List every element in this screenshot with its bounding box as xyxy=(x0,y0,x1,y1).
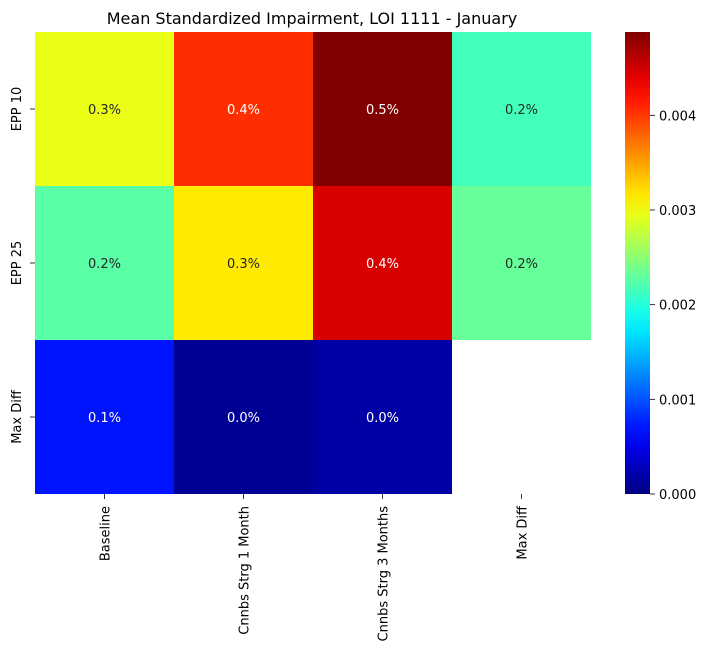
heatmap-cell-max-diff-cnnbs-strg-1-month xyxy=(174,340,313,494)
colorbar-tick-label: 0.002 xyxy=(659,299,696,314)
colorbar-ticks: 0.000 0.001 0.002 0.003 0.004 xyxy=(650,109,696,503)
cell-annotation: 0.2% xyxy=(505,257,538,272)
colorbar-tick-label: 0.000 xyxy=(659,488,696,503)
y-tick-label: EPP 25 xyxy=(10,241,25,286)
cell-annotation: 0.1% xyxy=(88,411,121,426)
cell-annotation: 0.2% xyxy=(505,103,538,118)
heatmap-cell-epp-10-baseline xyxy=(35,32,174,186)
x-tick-label: Max Diff xyxy=(516,505,531,560)
heatmap-cell-epp-25-cnnbs-strg-1-month xyxy=(174,186,313,340)
cell-annotation: 0.2% xyxy=(88,257,121,272)
x-tick-label: Cnnbs Strg 3 Months xyxy=(377,506,392,642)
colorbar: 0.000 0.001 0.002 0.003 0.004 xyxy=(625,32,696,503)
y-tick-label: EPP 10 xyxy=(10,87,25,132)
heatmap-cell-max-diff-cnnbs-strg-3-months xyxy=(313,340,452,494)
cell-annotation: 0.3% xyxy=(88,103,121,118)
colorbar-tick-label: 0.001 xyxy=(659,393,696,408)
y-axis: EPP 10 EPP 25 Max Diff xyxy=(10,87,35,444)
colorbar-tick-label: 0.003 xyxy=(659,204,696,219)
cell-annotation: 0.0% xyxy=(366,411,399,426)
colorbar-tick-label: 0.004 xyxy=(659,109,696,124)
heatmap-cell-epp-10-max-diff xyxy=(452,32,591,186)
heatmap-cell-max-diff-baseline xyxy=(35,340,174,494)
cell-annotation: 0.0% xyxy=(227,411,260,426)
y-tick-label: Max Diff xyxy=(10,389,25,444)
cell-annotations: 0.3% 0.4% 0.5% 0.2% 0.2% 0.3% 0.4% 0.2% 0.1% 0.0%… xyxy=(88,103,538,426)
x-axis: Baseline Cnnbs Strg 1 Month Cnnbs Strg 3 M… xyxy=(99,494,531,641)
heatmap-cell-epp-25-max-diff xyxy=(452,186,591,340)
heatmap-cell-epp-25-baseline xyxy=(35,186,174,340)
cell-annotation: 0.3% xyxy=(227,257,260,272)
cell-annotation: 0.4% xyxy=(227,103,260,118)
x-tick-label: Baseline xyxy=(99,506,114,561)
cell-annotation: 0.5% xyxy=(366,103,399,118)
cell-annotation: 0.4% xyxy=(366,257,399,272)
colorbar-gradient xyxy=(625,32,650,494)
heatmap-cell-epp-10-cnnbs-strg-3-months xyxy=(313,32,452,186)
chart-title: Mean Standardized Impairment, LOI 1111 -… xyxy=(107,9,517,28)
heatmap-cell-epp-25-cnnbs-strg-3-months xyxy=(313,186,452,340)
x-tick-label: Cnnbs Strg 1 Month xyxy=(238,506,253,635)
heatmap-cells xyxy=(35,32,591,494)
heatmap-cell-epp-10-cnnbs-strg-1-month xyxy=(174,32,313,186)
